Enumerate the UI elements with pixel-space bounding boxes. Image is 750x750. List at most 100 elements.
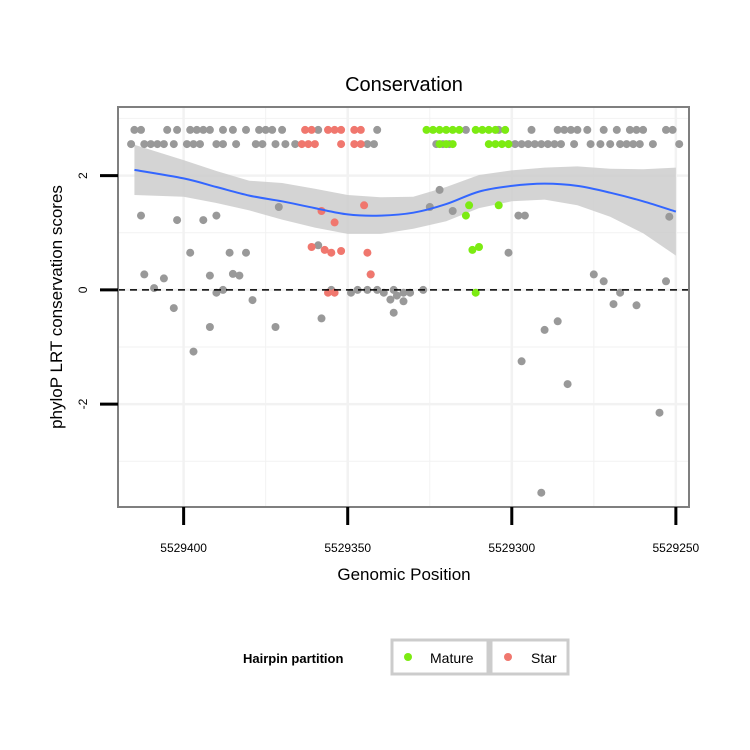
point-other — [137, 211, 145, 220]
point-other — [271, 140, 280, 149]
point-star — [350, 125, 359, 134]
point-other — [212, 211, 221, 220]
point-other — [255, 125, 264, 134]
point-other — [612, 125, 621, 134]
point-other — [520, 211, 529, 220]
point-other — [389, 308, 398, 317]
point-other — [169, 304, 178, 313]
point-other — [668, 125, 677, 134]
point-other — [373, 125, 382, 134]
point-other — [386, 295, 395, 304]
point-other — [242, 125, 250, 134]
point-other — [212, 140, 221, 149]
point-other — [228, 269, 237, 278]
point-other — [616, 140, 625, 149]
point-other — [537, 488, 546, 497]
point-star — [337, 125, 346, 134]
point-other — [511, 140, 520, 149]
point-other — [557, 140, 565, 149]
y-tick-label: 0 — [76, 286, 90, 293]
point-other — [662, 125, 670, 134]
point-mature — [448, 140, 457, 149]
point-other — [173, 216, 182, 225]
x-axis: 5529400 5529350 5529300 5529250 — [160, 507, 700, 555]
point-other — [281, 140, 290, 149]
point-other — [517, 140, 526, 149]
point-other — [205, 323, 214, 331]
point-other — [514, 211, 523, 220]
point-other — [632, 125, 641, 134]
point-other — [199, 216, 208, 225]
legend-key-star-box — [489, 638, 570, 676]
point-other — [399, 297, 408, 306]
point-other — [573, 125, 582, 134]
point-other — [566, 125, 575, 134]
point-mature — [429, 125, 437, 134]
point-star — [330, 125, 339, 134]
point-other — [274, 203, 283, 211]
point-other — [192, 125, 201, 134]
point-other — [517, 357, 526, 366]
point-other — [153, 140, 162, 149]
point-other — [586, 140, 595, 149]
y-tick-label: -2 — [76, 398, 90, 409]
point-mature — [494, 201, 503, 210]
point-other — [261, 125, 270, 134]
point-mature — [422, 125, 431, 134]
point-mature — [461, 211, 470, 220]
legend-label-star: Star — [531, 650, 557, 666]
point-other — [448, 207, 457, 215]
point-other — [140, 140, 149, 149]
y-axis-label: phyloP LRT conservation scores — [47, 185, 66, 429]
point-other — [550, 140, 559, 149]
point-mature — [442, 140, 451, 149]
point-other — [248, 296, 257, 305]
point-star — [337, 247, 346, 255]
plot-panel — [117, 106, 690, 508]
point-mature — [442, 125, 451, 134]
point-other — [543, 140, 552, 149]
point-star — [297, 140, 306, 149]
point-other — [589, 270, 598, 279]
point-star — [324, 125, 332, 134]
point-other — [527, 125, 536, 134]
point-other — [563, 380, 572, 389]
point-mature — [491, 125, 500, 134]
point-mature — [484, 125, 493, 134]
x-tick-label: 5529350 — [324, 541, 371, 555]
point-other — [570, 140, 579, 149]
point-other — [219, 140, 227, 149]
point-other — [140, 270, 149, 279]
point-star — [356, 125, 365, 134]
point-other — [406, 288, 415, 297]
point-other — [146, 140, 155, 149]
point-other — [314, 125, 323, 134]
point-other — [271, 323, 280, 331]
point-other — [435, 185, 444, 194]
point-other — [159, 274, 168, 283]
point-other — [186, 248, 195, 257]
point-star — [360, 201, 369, 210]
point-mature — [501, 125, 510, 134]
point-other — [504, 248, 513, 257]
point-star — [366, 270, 375, 279]
point-other — [189, 140, 198, 149]
legend-title: Hairpin partition — [243, 651, 343, 666]
point-other — [189, 347, 198, 356]
x-tick-label: 5529400 — [160, 541, 207, 555]
y-axis: -2 0 2 — [76, 172, 118, 409]
point-other — [599, 277, 608, 286]
legend-key-mature-dot — [404, 653, 412, 661]
point-other — [228, 125, 237, 134]
point-star — [330, 288, 339, 297]
point-star — [330, 218, 339, 227]
point-other — [655, 408, 664, 417]
point-other — [662, 277, 670, 286]
point-other — [599, 125, 608, 134]
point-other — [537, 140, 546, 149]
point-other — [635, 140, 644, 149]
point-other — [182, 140, 191, 149]
point-other — [616, 288, 625, 297]
point-other — [137, 125, 145, 134]
